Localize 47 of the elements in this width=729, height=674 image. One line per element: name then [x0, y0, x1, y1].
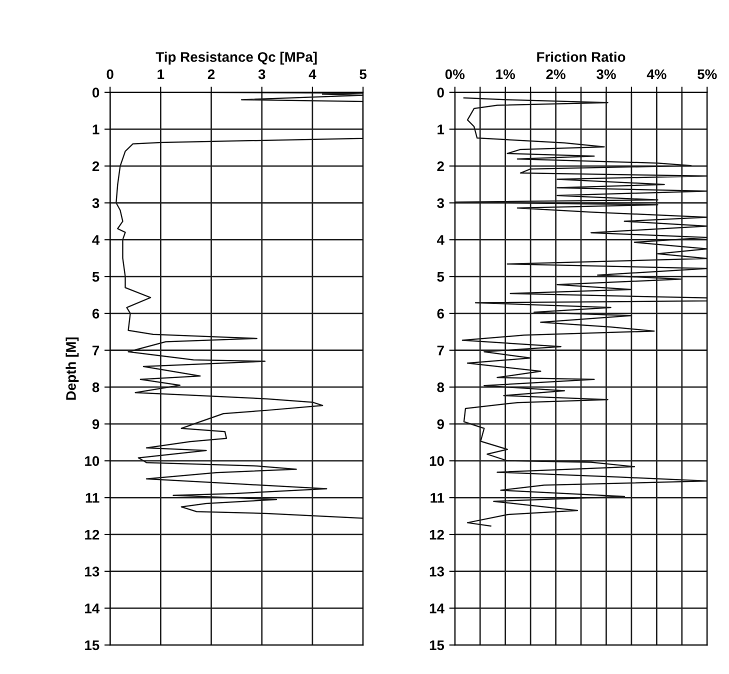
y-axis-title: Depth [M] — [66, 337, 79, 400]
y-tick-label: 6 — [92, 308, 100, 319]
y-tick-label: 11 — [86, 493, 100, 503]
y-tick-label: 10 — [430, 456, 444, 466]
x-tick-label: 5% — [698, 69, 717, 80]
x-tick-label: 1 — [158, 69, 164, 80]
y-tick-label: 12 — [85, 530, 100, 540]
y-tick-label: 14 — [85, 604, 100, 614]
x-tick-label: 2% — [546, 69, 566, 80]
chart-title: Tip Resistance Qc [MPa] — [156, 52, 317, 65]
chart-title: Friction Ratio — [537, 52, 626, 62]
x-tick-label: 0% — [445, 69, 465, 80]
y-tick-label: 7 — [437, 346, 444, 356]
y-tick-label: 4 — [92, 235, 100, 245]
y-tick-label: 2 — [92, 161, 100, 172]
y-tick-label: 10 — [85, 456, 100, 466]
y-tick-label: 7 — [92, 346, 100, 356]
y-tick-label: 0 — [437, 88, 444, 98]
y-tick-label: 6 — [437, 308, 444, 319]
y-tick-label: 1 — [438, 124, 444, 134]
y-tick-label: 3 — [437, 198, 444, 208]
y-tick-label: 11 — [430, 493, 444, 503]
y-tick-label: 5 — [92, 272, 100, 282]
y-tick-label: 9 — [92, 419, 100, 430]
x-tick-label: 3 — [258, 69, 266, 80]
x-tick-label: 5 — [360, 69, 367, 80]
y-tick-label: 8 — [92, 382, 100, 392]
y-tick-label: 12 — [430, 530, 444, 540]
x-tick-label: 4 — [308, 69, 316, 80]
x-tick-label: 3% — [596, 69, 616, 80]
y-tick-label: 13 — [85, 566, 100, 577]
y-tick-label: 14 — [430, 604, 444, 614]
x-tick-label: 2 — [208, 69, 215, 80]
y-tick-label: 8 — [437, 382, 444, 392]
y-tick-label: 9 — [437, 419, 444, 430]
y-tick-label: 15 — [430, 640, 444, 650]
y-tick-label: 1 — [92, 124, 100, 134]
x-tick-label: 0 — [106, 69, 114, 80]
y-tick-label: 4 — [436, 235, 444, 245]
y-tick-label: 5 — [437, 272, 444, 282]
y-tick-label: 3 — [92, 198, 100, 208]
x-tick-label: 1% — [496, 69, 516, 80]
y-tick-label: 15 — [85, 640, 100, 650]
y-tick-label: 2 — [437, 161, 444, 172]
x-tick-label: 4% — [646, 69, 666, 80]
y-tick-label: 0 — [92, 88, 100, 98]
y-tick-label: 13 — [430, 566, 444, 577]
